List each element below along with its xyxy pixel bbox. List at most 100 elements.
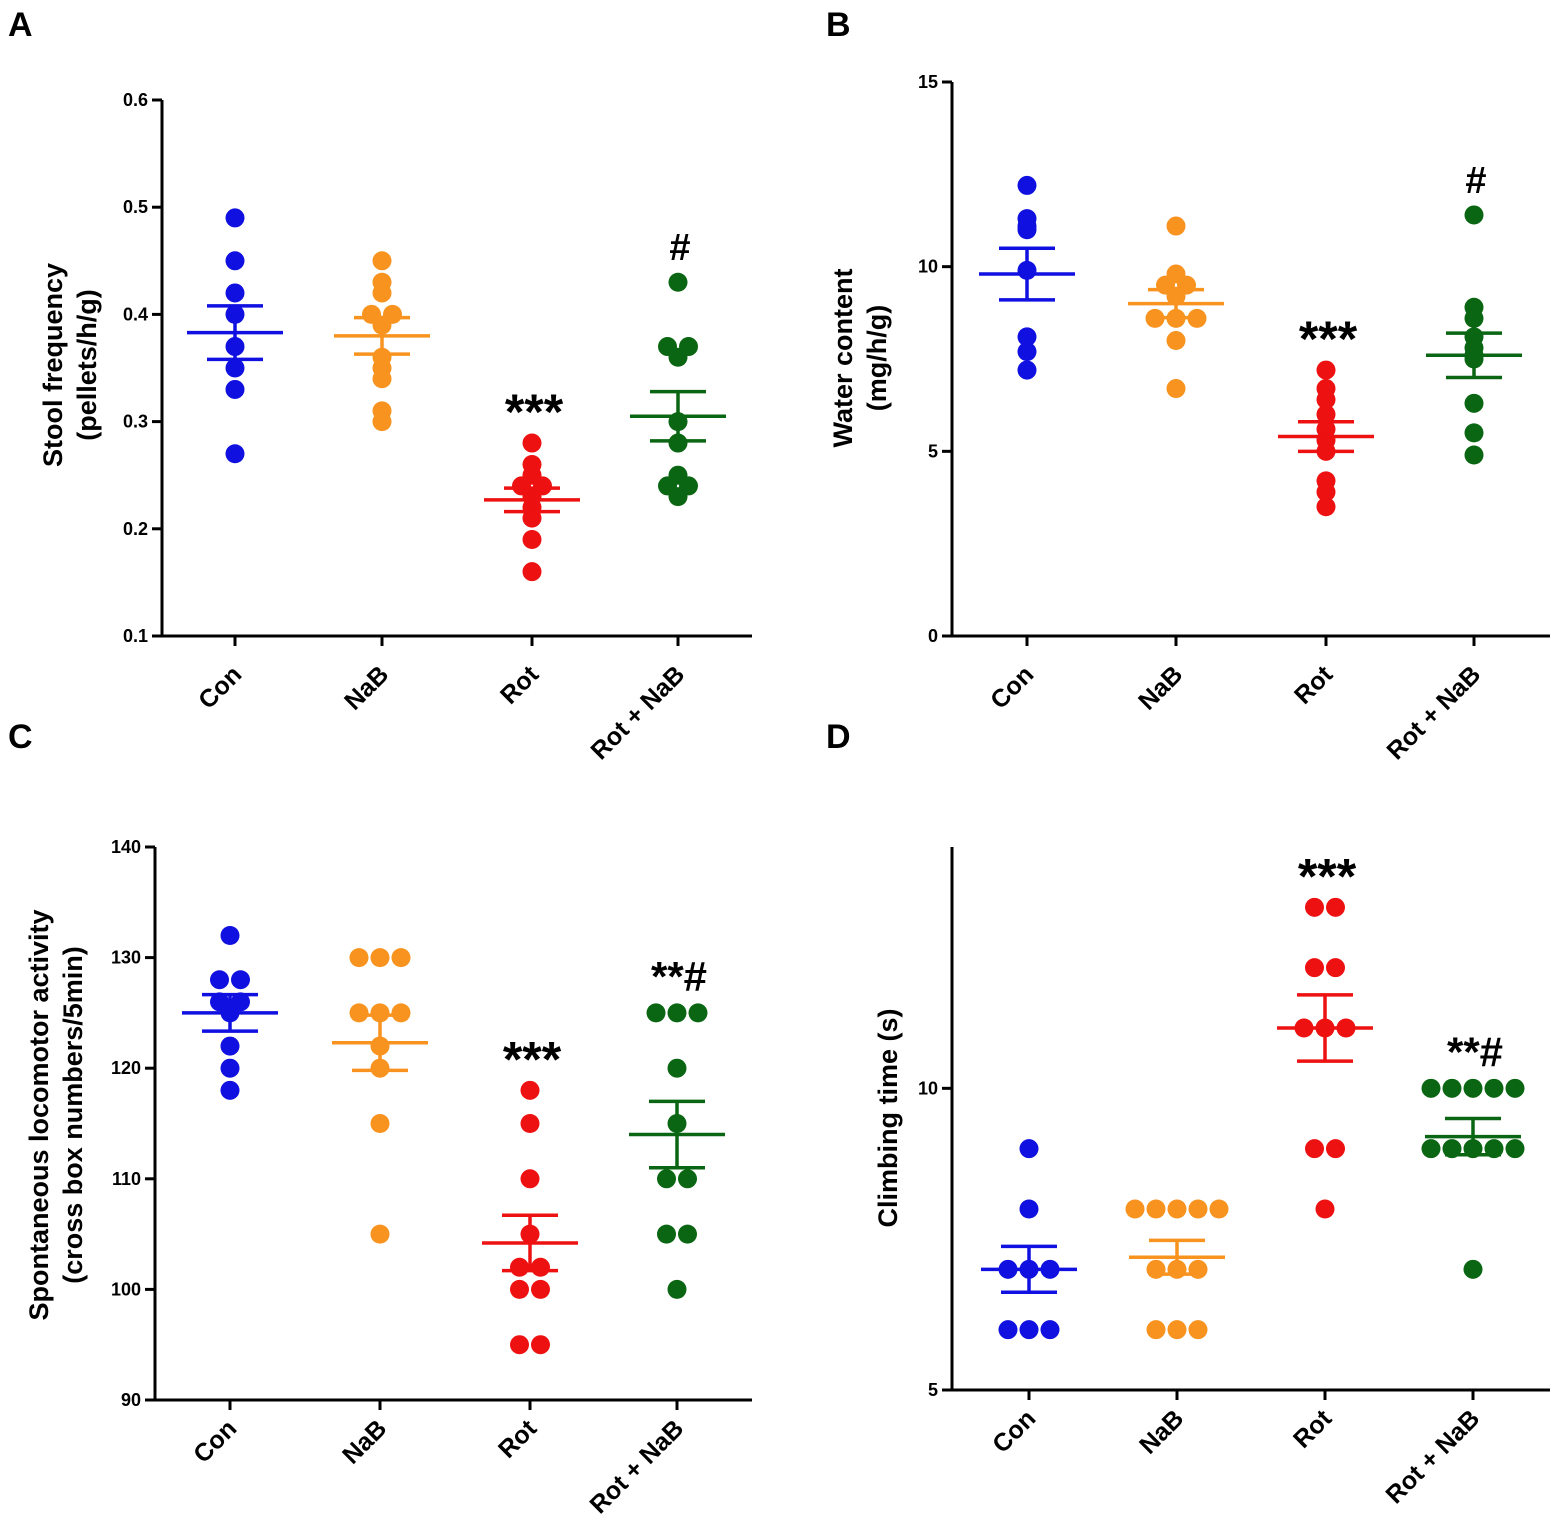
significance-marker: **# <box>1447 1028 1503 1075</box>
x-tick-label: Rot <box>493 1414 543 1464</box>
x-tick-label: Con <box>193 660 247 714</box>
x-tick-label: Rot <box>495 660 545 710</box>
data-point <box>210 970 229 990</box>
data-point <box>225 379 245 399</box>
data-point <box>522 562 542 582</box>
data-point <box>1017 175 1037 195</box>
y-tick-label: 10 <box>918 257 938 277</box>
y-tick-label: 130 <box>111 948 141 968</box>
data-point <box>520 1080 540 1100</box>
data-point <box>372 283 392 303</box>
data-point <box>1166 379 1186 399</box>
data-point <box>1326 897 1345 917</box>
x-tick-label: Rot + NaB <box>1381 660 1486 765</box>
data-point <box>1464 445 1484 465</box>
y-tick-label: 10 <box>918 1078 938 1098</box>
x-tick-label: NaB <box>337 1414 392 1469</box>
data-point <box>1316 404 1336 424</box>
y-axis-label-line: Spontaneous locomotor activity <box>24 909 54 1320</box>
data-point <box>1188 1199 1208 1219</box>
data-point <box>668 347 688 367</box>
significance-marker: *** <box>505 384 564 440</box>
data-point <box>1316 360 1336 380</box>
y-axis-label-line: Water content <box>828 268 858 447</box>
data-point <box>510 1335 529 1355</box>
data-point <box>370 948 390 968</box>
data-point <box>1125 1199 1145 1219</box>
y-axis-label: Stool frequency (pellets/h/g) <box>38 263 102 467</box>
significance-marker: *** <box>503 1031 562 1087</box>
data-point <box>1421 1139 1441 1159</box>
significance-marker: # <box>1465 160 1486 202</box>
data-point <box>220 1080 240 1100</box>
data-point <box>1305 1139 1324 1159</box>
x-tick-label: NaB <box>339 660 394 715</box>
y-tick-label: 100 <box>111 1279 141 1299</box>
data-point <box>225 283 245 303</box>
y-tick-label: 0.3 <box>123 412 148 432</box>
y-tick-label: 0 <box>928 626 938 646</box>
data-point <box>1464 393 1484 413</box>
x-tick-label: Rot + NaB <box>1380 1404 1485 1509</box>
data-point <box>522 433 542 453</box>
data-point <box>370 1114 390 1133</box>
data-point <box>1442 1078 1462 1098</box>
data-point <box>1316 497 1336 517</box>
y-axis-label: Water content (mg/h/g) <box>828 268 892 447</box>
data-point <box>1017 327 1037 347</box>
data-point <box>646 1003 666 1023</box>
data-point <box>657 1169 676 1189</box>
data-point <box>225 208 245 228</box>
data-point <box>372 251 392 271</box>
data-point <box>1019 1199 1039 1219</box>
data-point <box>349 1003 369 1023</box>
data-point <box>1464 423 1484 443</box>
y-axis-label-line: (mg/h/g) <box>862 305 892 411</box>
data-point <box>1146 1259 1166 1279</box>
significance-marker: # <box>669 227 690 269</box>
y-tick-label: 0.6 <box>123 90 148 110</box>
data-point <box>1505 1078 1525 1098</box>
panel-letter: C <box>8 718 33 756</box>
data-point <box>531 1257 550 1277</box>
data-point <box>531 1279 550 1299</box>
data-point <box>510 1279 529 1299</box>
data-point <box>1188 1259 1208 1279</box>
data-point <box>678 1169 697 1189</box>
data-point <box>657 1224 676 1244</box>
x-tick-label: NaB <box>1133 660 1188 715</box>
data-point <box>1315 1199 1335 1219</box>
data-point <box>1463 1078 1483 1098</box>
y-tick-label: 5 <box>928 1380 938 1400</box>
data-point <box>370 1224 390 1244</box>
data-point <box>1146 1199 1166 1219</box>
x-tick-label: NaB <box>1134 1404 1189 1459</box>
data-point <box>225 251 245 271</box>
y-axis-label-line: (cross box numbers/5min) <box>58 946 88 1284</box>
data-point <box>1017 220 1037 240</box>
x-tick-label: Con <box>987 1404 1041 1458</box>
data-point <box>372 412 392 432</box>
data-point <box>522 530 542 550</box>
y-tick-label: 0.1 <box>123 626 148 646</box>
data-point <box>520 1169 540 1189</box>
data-point <box>225 358 245 378</box>
data-point <box>1316 482 1336 502</box>
data-point <box>220 1036 240 1056</box>
y-axis-label: Climbing time (s) <box>873 1008 903 1227</box>
significance-marker: *** <box>1299 311 1358 367</box>
data-point <box>1146 1320 1166 1340</box>
y-axis-label: Spontaneous locomotor activity (cross box… <box>24 909 88 1320</box>
x-tick-label: Con <box>188 1414 242 1468</box>
data-point <box>668 433 688 453</box>
y-tick-label: 5 <box>928 441 938 461</box>
y-axis-label-line: Stool frequency <box>38 263 68 467</box>
significance-marker: **# <box>651 953 707 1000</box>
x-tick-label: Rot <box>1288 1404 1338 1454</box>
data-point <box>520 1114 540 1133</box>
data-point <box>1464 308 1484 328</box>
x-tick-label: Rot + NaB <box>584 1414 689 1519</box>
data-point <box>1305 897 1324 917</box>
panel-letter: B <box>826 6 851 44</box>
